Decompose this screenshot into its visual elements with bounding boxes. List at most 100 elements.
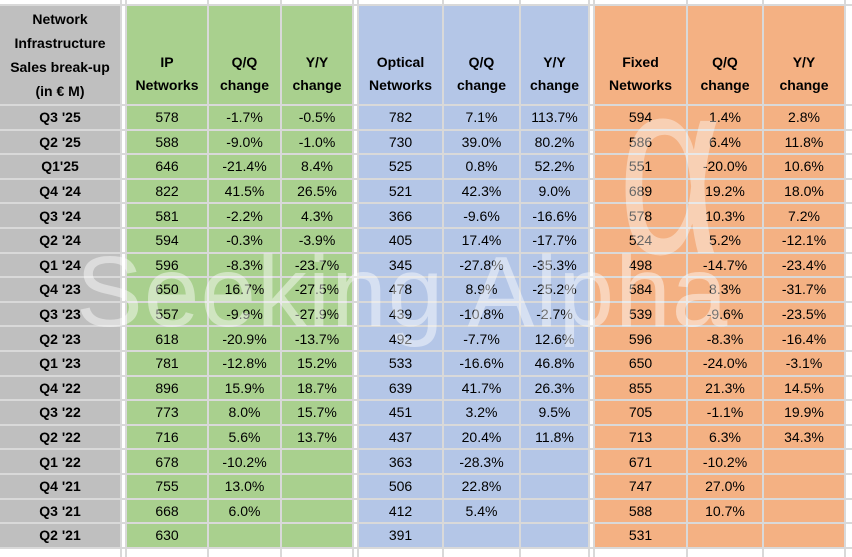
- spacer-cell: [354, 0, 357, 4]
- ip-networks-sales-cell: 578: [127, 106, 207, 129]
- fixed-networks-sales-cell: 498: [595, 253, 686, 277]
- spacer-cell: [846, 0, 852, 4]
- column-gap-cell: [846, 155, 852, 178]
- fixed-networks-qq-header-line: Q/Q: [712, 54, 738, 70]
- optical-networks-yy-header-line: Y/Y: [543, 54, 566, 70]
- ip-networks-qq-change-cell: -9.9%: [209, 302, 280, 326]
- column-gap-cell: [122, 130, 125, 154]
- fixed-networks-qq-change-cell: -14.7%: [688, 253, 762, 277]
- optical-networks-sales-cell: 405: [359, 228, 442, 252]
- spacer-cell: [521, 0, 588, 4]
- quarter-label: Q4 '22: [0, 376, 120, 400]
- fixed-networks-yy-change-cell: -12.1%: [764, 228, 844, 252]
- fixed-networks-sales-cell: 531: [595, 524, 686, 547]
- spacer-cell: [359, 0, 442, 4]
- ip-networks-yy-change-cell: 13.7%: [282, 425, 352, 449]
- column-gap-cell: [354, 6, 357, 104]
- fixed-networks-qq-change-cell: -24.0%: [688, 351, 762, 375]
- optical-networks-qq-change-cell: [444, 524, 519, 547]
- column-gap-cell: [590, 179, 593, 203]
- optical-networks-sales-cell: 521: [359, 179, 442, 203]
- fixed-networks-header: Fixed Networks: [595, 6, 686, 104]
- optical-networks-yy-change-cell: -2.7%: [521, 302, 588, 326]
- corner-header: Network Infrastructure Sales break-up (in €…: [0, 6, 120, 104]
- column-gap-cell: [354, 155, 357, 178]
- ip-networks-qq-change-cell: 16.7%: [209, 278, 280, 301]
- fixed-networks-qq-change-cell: 10.7%: [688, 499, 762, 523]
- ip-networks-qq-change-cell: -21.4%: [209, 155, 280, 178]
- fixed-networks-sales-cell: 594: [595, 106, 686, 129]
- column-gap-cell: [846, 130, 852, 154]
- fixed-networks-yy-change-cell: -16.4%: [764, 327, 844, 350]
- ip-networks-qq-header-line: Q/Q: [231, 54, 258, 70]
- column-gap-cell: [354, 302, 357, 326]
- spacer-cell: [127, 548, 207, 557]
- fixed-networks-yy-change-cell: [764, 499, 844, 523]
- optical-networks-sales-cell: 506: [359, 474, 442, 498]
- optical-networks-yy-change-cell: -16.6%: [521, 204, 588, 227]
- optical-networks-sales-cell: 439: [359, 302, 442, 326]
- spacer-cell: [0, 0, 120, 4]
- column-gap-cell: [590, 106, 593, 129]
- ip-networks-sales-cell: 668: [127, 499, 207, 523]
- optical-networks-yy-change-cell: 46.8%: [521, 351, 588, 375]
- ip-networks-qq-header: Q/Q change: [209, 6, 280, 104]
- fixed-networks-sales-cell: 539: [595, 302, 686, 326]
- optical-networks-qq-change-cell: -10.8%: [444, 302, 519, 326]
- column-gap-cell: [122, 204, 125, 227]
- fixed-networks-yy-change-cell: 7.2%: [764, 204, 844, 227]
- optical-networks-qq-change-cell: -27.8%: [444, 253, 519, 277]
- ip-networks-qq-change-cell: -1.7%: [209, 106, 280, 129]
- optical-networks-sales-cell: 639: [359, 376, 442, 400]
- quarter-label: Q4 '24: [0, 179, 120, 203]
- column-gap-cell: [354, 327, 357, 350]
- column-gap-cell: [122, 278, 125, 301]
- spacer-cell: [590, 548, 593, 557]
- column-gap-cell: [846, 327, 852, 350]
- optical-networks-qq-header: Q/Q change: [444, 6, 519, 104]
- column-gap-cell: [122, 179, 125, 203]
- column-gap-cell: [590, 302, 593, 326]
- column-gap-cell: [354, 228, 357, 252]
- fixed-networks-sales-cell: 586: [595, 130, 686, 154]
- optical-networks-yy-header-line: change: [529, 77, 579, 93]
- ip-networks-qq-change-cell: -9.0%: [209, 130, 280, 154]
- spacer-cell: [359, 548, 442, 557]
- spacer-cell: [595, 0, 686, 4]
- optical-networks-yy-change-cell: 12.6%: [521, 327, 588, 350]
- fixed-networks-header-line: Fixed: [622, 54, 659, 70]
- spacer-cell: [846, 548, 852, 557]
- spacer-cell: [354, 548, 357, 557]
- ip-networks-yy-change-cell: 15.7%: [282, 401, 352, 424]
- ip-networks-yy-header-line: Y/Y: [305, 54, 329, 70]
- optical-networks-yy-header: Y/Y change: [521, 6, 588, 104]
- quarter-label: Q1 '24: [0, 253, 120, 277]
- optical-networks-yy-change-cell: 80.2%: [521, 130, 588, 154]
- ip-networks-yy-change-cell: 15.2%: [282, 351, 352, 375]
- spacer-cell: [0, 548, 120, 557]
- optical-networks-qq-change-cell: 0.8%: [444, 155, 519, 178]
- fixed-networks-yy-change-cell: -3.1%: [764, 351, 844, 375]
- column-gap-cell: [846, 6, 852, 104]
- column-gap-cell: [846, 351, 852, 375]
- column-gap-cell: [590, 6, 593, 104]
- optical-networks-yy-change-cell: 113.7%: [521, 106, 588, 129]
- optical-networks-sales-cell: 412: [359, 499, 442, 523]
- fixed-networks-yy-header-line: Y/Y: [792, 54, 816, 70]
- spacer-cell: [764, 0, 844, 4]
- column-gap-cell: [846, 179, 852, 203]
- fixed-networks-qq-change-cell: 19.2%: [688, 179, 762, 203]
- ip-networks-header: IP Networks: [127, 6, 207, 104]
- column-gap-cell: [354, 253, 357, 277]
- fixed-networks-qq-change-cell: -1.1%: [688, 401, 762, 424]
- optical-networks-header: Optical Networks: [359, 6, 442, 104]
- column-gap-cell: [846, 376, 852, 400]
- ip-networks-qq-change-cell: -8.3%: [209, 253, 280, 277]
- ip-networks-sales-cell: 896: [127, 376, 207, 400]
- ip-networks-sales-cell: 557: [127, 302, 207, 326]
- fixed-networks-qq-change-cell: [688, 524, 762, 547]
- quarter-label: Q3 '25: [0, 106, 120, 129]
- fixed-networks-sales-cell: 551: [595, 155, 686, 178]
- quarter-label: Q4 '23: [0, 278, 120, 301]
